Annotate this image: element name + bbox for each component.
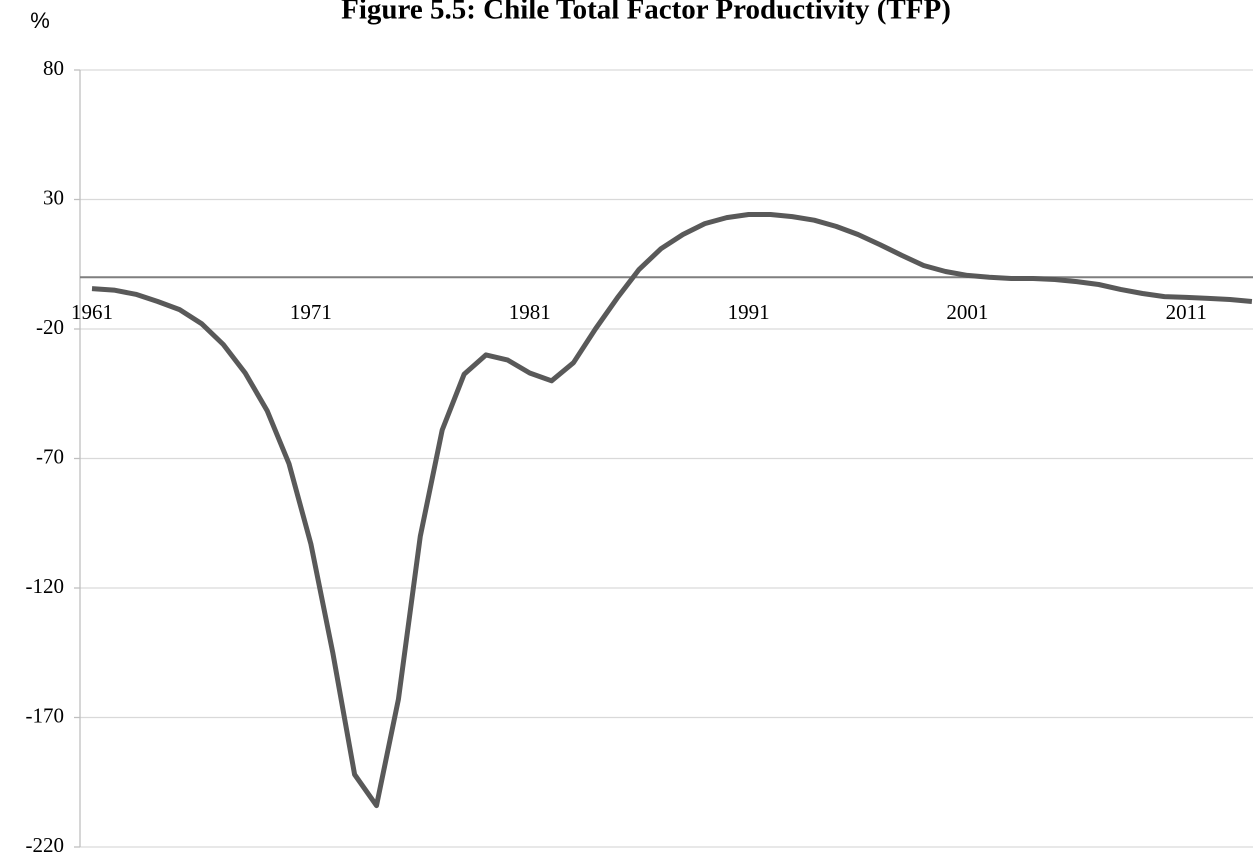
x-tick-label: 1961 bbox=[71, 300, 113, 324]
x-tick-label: 1991 bbox=[728, 300, 770, 324]
x-tick-label: 2011 bbox=[1166, 300, 1207, 324]
y-tick-label: -70 bbox=[36, 444, 64, 468]
y-axis-unit: % bbox=[30, 8, 50, 33]
x-tick-label: 1981 bbox=[509, 300, 551, 324]
y-tick-label: -120 bbox=[26, 574, 65, 598]
y-tick-label: 30 bbox=[43, 185, 64, 209]
y-tick-label: -220 bbox=[26, 833, 65, 857]
data-line bbox=[91, 212, 1253, 809]
y-tick-label: -170 bbox=[26, 703, 65, 727]
y-tick-label: -20 bbox=[36, 315, 64, 339]
x-tick-label: 2001 bbox=[946, 300, 988, 324]
y-tick-label: 80 bbox=[43, 56, 64, 80]
chart-title: Figure 5.5: Chile Total Factor Productiv… bbox=[341, 0, 951, 26]
x-tick-label: 1971 bbox=[290, 300, 332, 324]
